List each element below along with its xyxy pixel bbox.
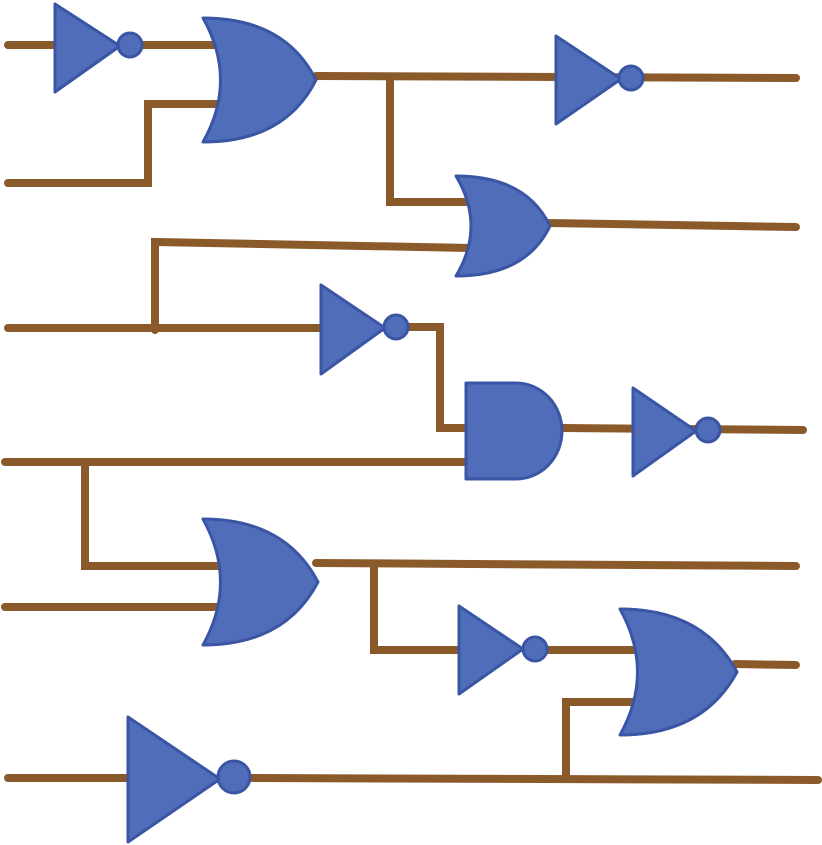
wire (544, 219, 800, 231)
wire (562, 698, 644, 782)
or-gate (201, 517, 320, 647)
wire (312, 559, 800, 570)
wires (1, 41, 822, 784)
not-gate (319, 283, 410, 376)
or-gate (618, 607, 739, 737)
wire (404, 323, 472, 432)
wire (370, 561, 474, 654)
or-gate (201, 16, 318, 144)
wire (731, 660, 800, 669)
not-gate (53, 2, 144, 94)
wire (151, 237, 474, 334)
not-gate (631, 386, 722, 478)
wire (386, 73, 474, 206)
and-gate (464, 381, 564, 481)
or-gate (454, 174, 552, 278)
wire (246, 774, 822, 784)
not-gate (554, 34, 645, 126)
not-gate (126, 715, 252, 844)
wire (4, 100, 226, 187)
not-gate (457, 604, 549, 696)
wire (81, 458, 226, 570)
gates (53, 2, 739, 844)
